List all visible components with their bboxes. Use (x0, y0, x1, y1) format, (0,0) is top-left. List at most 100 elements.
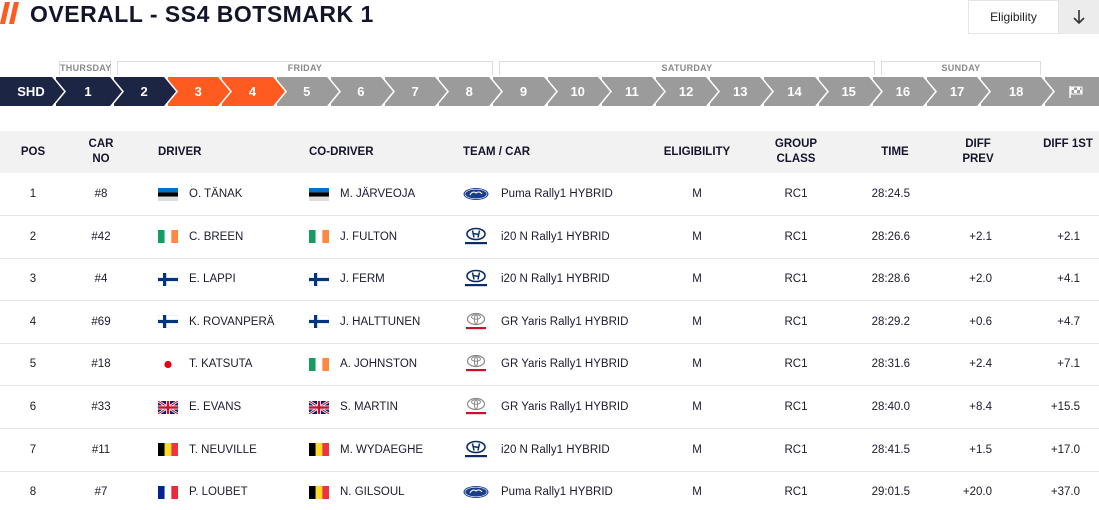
stage-label: 15 (841, 84, 856, 99)
flag-irl-icon (309, 357, 329, 371)
cell-eligibility: M (692, 443, 702, 456)
cell-eligibility: M (692, 358, 702, 371)
hyundai-logo-icon (465, 227, 487, 244)
cell-car-no: #8 (94, 188, 108, 200)
driver-name: C. BREEN (189, 230, 244, 243)
chevron-right-icon (1040, 77, 1055, 106)
team-car-name: i20 N Rally1 HYBRID (501, 230, 610, 243)
cell-diff-1st: +4.1 (1057, 273, 1080, 286)
col-group-class: GROUP CLASS (774, 138, 818, 165)
chevron-right-icon (218, 77, 233, 106)
cell-group-class: RC1 (784, 443, 808, 456)
stage-label: 1 (84, 84, 92, 99)
stage-label: 7 (411, 84, 419, 99)
stage-13[interactable]: 13 (710, 77, 775, 106)
flag-bel-icon (158, 443, 178, 457)
flag-irl-icon (309, 230, 329, 244)
table-row[interactable]: 1 #8 O. TÄNAK M. JÄRVEOJA Puma Rally1 HYBRID… (0, 173, 1099, 216)
cell-driver[interactable]: T. NEUVILLE (158, 429, 303, 471)
table-row[interactable]: 5 #18 T. KATSUTA A. JOHNSTON GR Yaris Rally1… (0, 343, 1099, 387)
stage-4[interactable]: 4 (222, 77, 287, 106)
flag-est-icon (309, 187, 329, 201)
flag-jpn-icon (158, 357, 178, 371)
table-row[interactable]: 7 #11 T. NEUVILLE M. WYDAEGHE i20 N Rally1 H… (0, 429, 1099, 472)
cell-time: 28:41.5 (871, 443, 910, 456)
ford-logo-icon (463, 188, 489, 200)
cell-eligibility: M (692, 230, 702, 243)
sort-button[interactable] (1059, 0, 1099, 34)
cell-group-class: RC1 (784, 486, 808, 499)
cell-group-class: RC1 (784, 230, 808, 243)
cell-driver[interactable]: T. KATSUTA (158, 343, 303, 385)
cell-car-no: #7 (94, 486, 108, 499)
cell-eligibility: M (692, 401, 702, 413)
accent-slashes-icon (0, 2, 19, 24)
day-label-sunday: SUNDAY (881, 61, 1041, 75)
stage-shd[interactable]: SHD (0, 77, 66, 106)
cell-pos: 6 (29, 401, 37, 413)
chevron-right-icon (814, 77, 829, 106)
table-row[interactable]: 4 #69 K. ROVANPERÄ J. HALTTUNEN GR Yaris Ral… (0, 301, 1099, 344)
cell-car-no: #33 (91, 401, 111, 413)
cell-diff-prev: +2.4 (969, 358, 992, 371)
flag-icon (1069, 85, 1083, 98)
day-label-saturday: SATURDAY (499, 61, 875, 75)
arrow-down-icon (1073, 10, 1085, 25)
stage-5[interactable]: 5 (276, 77, 341, 106)
stage-label: 8 (465, 84, 473, 99)
co-driver-name: J. FERM (340, 273, 385, 286)
cell-driver[interactable]: E. EVANS (158, 386, 303, 428)
cell-team-car: i20 N Rally1 HYBRID (463, 429, 653, 471)
flag-fin-icon (309, 272, 329, 286)
table-row[interactable]: 3 #4 E. LAPPI J. FERM i20 N Rally1 HYBRID M RC… (0, 258, 1099, 302)
cell-driver[interactable]: E. LAPPI (158, 258, 303, 300)
cell-time: 29:01.5 (871, 486, 910, 499)
stage-18[interactable]: 18 (981, 77, 1055, 106)
cell-diff-prev: +2.1 (969, 230, 992, 243)
cell-driver[interactable]: O. TÄNAK (158, 173, 303, 215)
team-car-name: i20 N Rally1 HYBRID (501, 273, 610, 286)
cell-driver[interactable]: P. LOUBET (158, 471, 303, 510)
co-driver-name: J. HALTTUNEN (340, 315, 421, 328)
col-team-car: TEAM / CAR (463, 146, 531, 158)
cell-co-driver: M. WYDAEGHE (309, 429, 459, 471)
cell-co-driver: N. GILSOUL (309, 471, 459, 510)
co-driver-name: N. GILSOUL (340, 486, 405, 499)
eligibility-button[interactable]: Eligibility (968, 0, 1059, 34)
page-title: OVERALL - SS4 BOTSMARK 1 (30, 1, 374, 27)
table-row[interactable]: 2 #42 C. BREEN J. FULTON i20 N Rally1 HYBRID… (0, 216, 1099, 259)
cell-co-driver: A. JOHNSTON (309, 343, 459, 385)
driver-name: E. LAPPI (189, 273, 236, 286)
hyundai-logo-icon (465, 440, 487, 457)
stage-17[interactable]: 17 (927, 77, 992, 106)
cell-pos: 3 (29, 273, 37, 286)
stage-6[interactable]: 6 (330, 77, 395, 106)
cell-time: 28:26.6 (871, 230, 910, 243)
team-car-name: i20 N Rally1 HYBRID (501, 443, 610, 456)
stage-label: 18 (1008, 84, 1024, 99)
cell-driver[interactable]: K. ROVANPERÄ (158, 301, 303, 343)
table-row[interactable]: 8 #7 P. LOUBET N. GILSOUL Puma Rally1 HYBRID… (0, 471, 1099, 510)
chevron-right-icon (597, 77, 612, 106)
cell-team-car: i20 N Rally1 HYBRID (463, 258, 653, 300)
day-label-thursday: THURSDAY (59, 61, 112, 75)
cell-team-car: GR Yaris Rally1 HYBRID (463, 386, 653, 428)
cell-car-no: #18 (91, 358, 111, 371)
chevron-right-icon (110, 77, 124, 106)
cell-diff-1st: +7.1 (1057, 358, 1080, 371)
cell-diff-prev: +2.0 (969, 273, 992, 286)
cell-team-car: i20 N Rally1 HYBRID (463, 216, 653, 258)
team-car-name: Puma Rally1 HYBRID (501, 486, 613, 499)
cell-group-class: RC1 (784, 315, 808, 328)
stage-label: 12 (678, 84, 694, 99)
stage-label: 16 (895, 84, 911, 99)
cell-group-class: RC1 (784, 401, 808, 413)
stage-label: 11 (625, 84, 639, 99)
chevron-right-icon (489, 77, 504, 106)
cell-diff-1st: +15.5 (1050, 401, 1080, 413)
cell-driver[interactable]: C. BREEN (158, 216, 303, 258)
flag-est-icon (158, 187, 178, 201)
cell-co-driver: J. FERM (309, 258, 459, 300)
toyota-logo-icon (466, 355, 486, 372)
table-row[interactable]: 6 #33 E. EVANS S. MARTIN GR Yaris Rally1 HYB… (0, 386, 1099, 429)
